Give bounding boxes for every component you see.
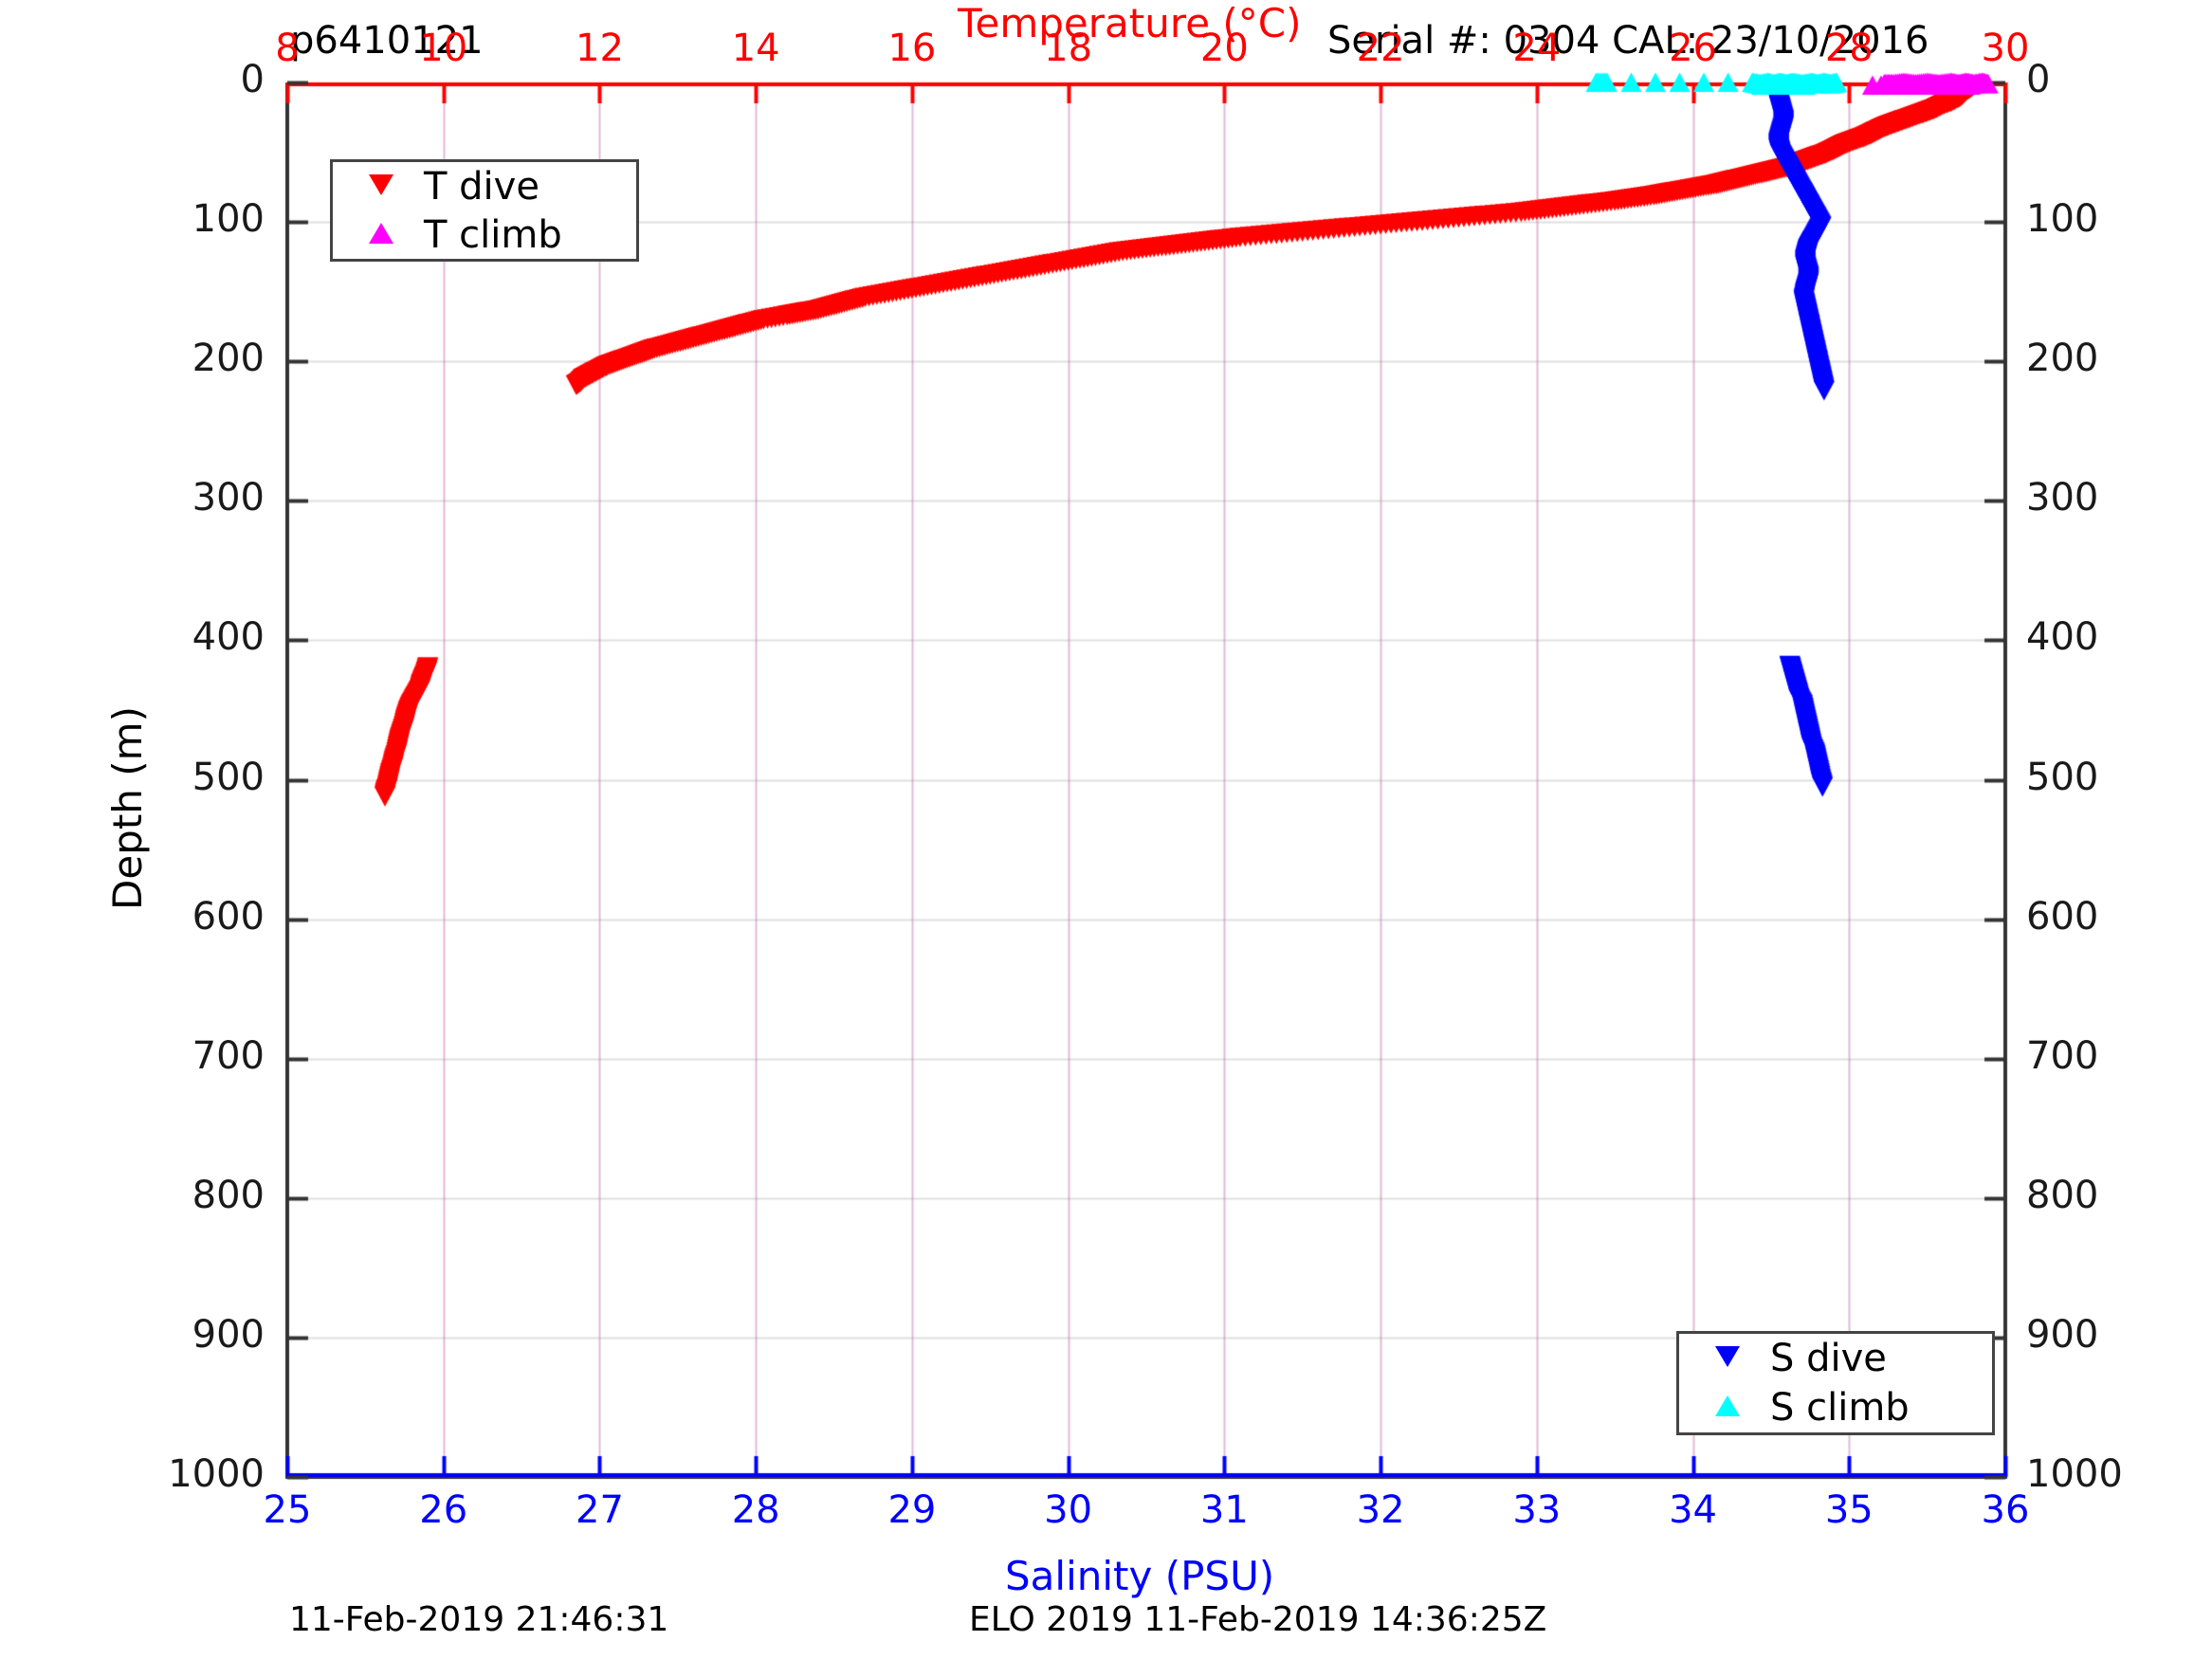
depth-tick-right-1: 100 xyxy=(2026,197,2099,242)
top-tick-11: 30 xyxy=(1981,27,2030,70)
triangle-down-icon xyxy=(346,173,416,199)
top-tick-2: 12 xyxy=(576,27,624,70)
bottom-tick-5: 30 xyxy=(1044,1488,1093,1532)
legend-salinity[interactable]: S dive S climb xyxy=(1676,1331,1995,1435)
triangle-up-icon xyxy=(346,222,416,247)
top-tick-1: 10 xyxy=(419,27,468,70)
legend-row-temp-1[interactable]: T climb xyxy=(333,210,636,259)
bottom-axis-label: Salinity (PSU) xyxy=(1005,1553,1275,1599)
depth-tick-left-7: 700 xyxy=(192,1033,265,1078)
depth-tick-right-10: 1000 xyxy=(2026,1452,2123,1496)
depth-tick-left-2: 200 xyxy=(192,337,265,381)
bottom-tick-4: 29 xyxy=(887,1488,937,1532)
bottom-tick-10: 35 xyxy=(1824,1488,1874,1532)
legend-temperature[interactable]: T dive T climb xyxy=(330,159,639,262)
bottom-tick-11: 36 xyxy=(1981,1488,2030,1532)
top-tick-4: 16 xyxy=(887,27,937,70)
depth-tick-left-9: 900 xyxy=(192,1312,265,1357)
depth-tick-right-5: 500 xyxy=(2026,755,2099,799)
top-tick-3: 14 xyxy=(731,27,780,70)
footer-left: 11-Feb-2019 21:46:31 xyxy=(289,1600,669,1639)
top-tick-6: 20 xyxy=(1199,27,1249,70)
depth-tick-right-9: 900 xyxy=(2026,1312,2099,1357)
depth-tick-right-7: 700 xyxy=(2026,1033,2099,1078)
depth-tick-right-4: 400 xyxy=(2026,615,2099,660)
legend-row-temp-0[interactable]: T dive xyxy=(333,162,636,210)
depth-tick-right-3: 300 xyxy=(2026,476,2099,520)
depth-tick-left-10: 1000 xyxy=(168,1452,265,1496)
top-tick-9: 26 xyxy=(1669,27,1717,70)
bottom-tick-9: 34 xyxy=(1669,1488,1717,1532)
top-tick-10: 28 xyxy=(1824,27,1874,70)
depth-tick-left-1: 100 xyxy=(192,197,265,242)
legend-row-sal-1[interactable]: S climb xyxy=(1679,1383,1992,1432)
depth-tick-left-6: 600 xyxy=(192,894,265,939)
depth-tick-left-3: 300 xyxy=(192,476,265,520)
depth-tick-right-2: 200 xyxy=(2026,337,2099,381)
depth-tick-right-0: 0 xyxy=(2026,58,2051,101)
top-tick-8: 24 xyxy=(1512,27,1562,70)
bottom-tick-1: 26 xyxy=(419,1488,468,1532)
depth-tick-right-6: 600 xyxy=(2026,894,2099,939)
legend-label: S dive xyxy=(1770,1337,1887,1380)
depth-tick-left-5: 500 xyxy=(192,755,265,799)
bottom-tick-0: 25 xyxy=(263,1488,312,1532)
depth-tick-left-0: 0 xyxy=(240,58,265,101)
bottom-tick-7: 32 xyxy=(1356,1488,1405,1532)
bottom-tick-2: 27 xyxy=(576,1488,624,1532)
footer-center: ELO 2019 11-Feb-2019 14:36:25Z xyxy=(969,1600,1547,1639)
legend-label: S climb xyxy=(1770,1386,1910,1430)
depth-tick-left-8: 800 xyxy=(192,1173,265,1217)
page-title: p6410121 xyxy=(290,19,484,63)
top-tick-7: 22 xyxy=(1356,27,1405,70)
top-tick-5: 18 xyxy=(1044,27,1093,70)
legend-label: T climb xyxy=(424,212,562,257)
legend-row-sal-0[interactable]: S dive xyxy=(1679,1334,1992,1383)
top-axis-label: Temperature (°C) xyxy=(958,0,1302,46)
depth-tick-left-4: 400 xyxy=(192,615,265,660)
top-tick-0: 8 xyxy=(275,27,300,70)
triangle-up-icon xyxy=(1692,1395,1763,1420)
legend-label: T dive xyxy=(424,164,539,209)
depth-tick-right-8: 800 xyxy=(2026,1173,2099,1217)
y-axis-label: Depth (m) xyxy=(104,706,151,910)
bottom-tick-6: 31 xyxy=(1199,1488,1249,1532)
instrument-header: Serial #: 0304 CAL: 23/10/2016 xyxy=(1327,19,1929,63)
bottom-tick-8: 33 xyxy=(1512,1488,1562,1532)
bottom-tick-3: 28 xyxy=(731,1488,780,1532)
triangle-down-icon xyxy=(1692,1346,1763,1371)
